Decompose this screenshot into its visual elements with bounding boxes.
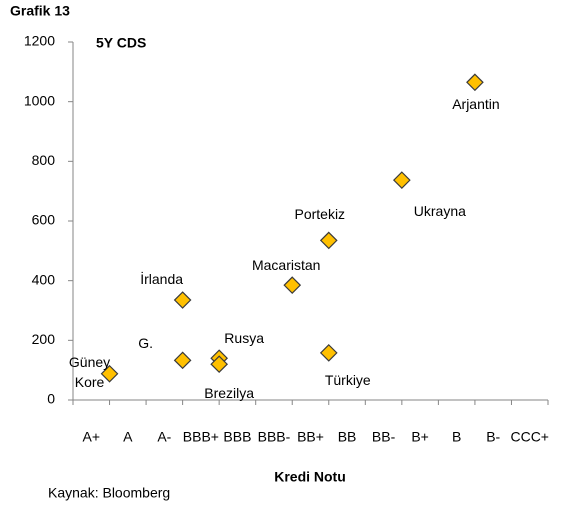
point — [210, 355, 229, 374]
x-tick-label: A+ — [83, 429, 101, 445]
point-label: G. — [138, 335, 153, 352]
y-tick-label: 1000 — [24, 92, 55, 108]
point — [392, 171, 411, 189]
point-label: Türkiye — [324, 371, 371, 388]
point-label: Güney Kore — [68, 353, 111, 390]
x-tick-label: BB- — [372, 429, 396, 445]
chart-title: Grafik 13 — [10, 3, 70, 19]
point — [466, 73, 484, 92]
point — [319, 231, 338, 250]
x-tick-label: A — [123, 429, 133, 445]
point — [173, 351, 192, 370]
x-tick-label: B- — [486, 429, 500, 445]
point-label: Portekiz — [294, 206, 346, 223]
x-tick-label: B — [452, 429, 461, 445]
y-tick-label: 600 — [32, 212, 56, 228]
source: Kaynak: Bloomberg — [48, 485, 170, 501]
y-tick-label: 1200 — [24, 33, 55, 49]
x-tick-label: BB+ — [297, 429, 324, 445]
point — [173, 291, 192, 309]
y-tick-label: 800 — [32, 152, 56, 168]
point-label: Rusya — [224, 330, 264, 347]
point — [283, 276, 302, 294]
point-label: Brezilya — [204, 385, 255, 402]
chart-subtitle: 5Y CDS — [96, 35, 146, 51]
point — [100, 364, 119, 383]
x-tick-label: BBB — [223, 429, 251, 445]
x-tick-label: BBB+ — [183, 429, 219, 445]
point — [319, 344, 338, 362]
point-label: Arjantin — [452, 96, 500, 113]
y-tick-label: 400 — [32, 271, 56, 287]
x-tick-label: BBB- — [258, 429, 291, 445]
point-label: Macaristan — [251, 257, 321, 274]
point-label: Ukrayna — [413, 203, 466, 220]
x-axis-title: Kredi Notu — [274, 469, 346, 485]
y-tick-label: 0 — [47, 391, 55, 407]
x-tick-label: B+ — [411, 429, 429, 445]
point-label: İrlanda — [140, 271, 184, 288]
x-tick-label: CCC+ — [510, 429, 549, 445]
x-tick-label: A- — [157, 429, 171, 445]
y-tick-label: 200 — [32, 331, 56, 347]
x-tick-label: BB — [338, 429, 357, 445]
